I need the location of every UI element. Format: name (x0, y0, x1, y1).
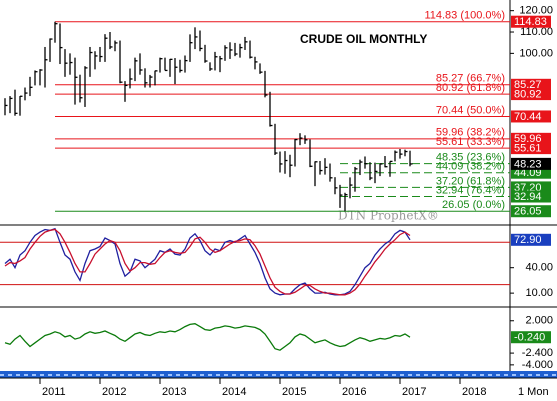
series-line (4, 228, 411, 296)
y-tick-label: 100.00 (519, 47, 553, 59)
value-tag (511, 142, 551, 155)
retracement-label: 44.09 (38.2%) (436, 161, 505, 173)
period-label: 1 Mon (518, 386, 549, 398)
x-tick-label: 2017 (402, 386, 426, 398)
retracement-label: 70.44 (50.0%) (436, 104, 505, 116)
x-tick-label: 2014 (222, 386, 246, 398)
y-tick-label: 2.000 (525, 315, 553, 327)
series-line (4, 323, 411, 351)
value-tag-label: 114.83 (514, 16, 547, 28)
x-tick-label: 2016 (342, 386, 366, 398)
retracement-label: 37.20 (61.8%) (436, 175, 505, 187)
y-tick-label: 110.00 (520, 26, 553, 38)
x-tick-label: 2012 (102, 386, 126, 398)
value-tag-label: 72.90 (514, 234, 542, 246)
retracement-label: 55.61 (33.3%) (436, 136, 505, 148)
value-tag (511, 205, 551, 218)
value-tag (511, 181, 551, 194)
y-tick-label: -2.400 (522, 347, 553, 359)
value-tag (511, 88, 551, 101)
value-tag-label: 70.44 (514, 111, 542, 123)
value-tag (511, 110, 551, 123)
value-tag (511, 132, 551, 145)
retracement-label: 80.92 (61.8%) (436, 82, 505, 94)
x-tick-label: 2018 (462, 386, 486, 398)
y-tick-label: -4.000 (522, 359, 553, 371)
value-tag-label: 26.05 (514, 206, 542, 218)
value-tag-label: -0.240 (514, 332, 545, 344)
value-tag-label: 80.92 (514, 89, 542, 101)
value-tag (511, 233, 551, 246)
value-tag (511, 331, 551, 344)
retracement-label: 59.96 (38.2%) (436, 127, 505, 139)
x-tick-label: 2011 (42, 386, 66, 398)
y-tick-label: 40.00 (525, 262, 553, 274)
y-tick-label: 10.00 (525, 287, 553, 299)
value-tag-label: 48.23 (514, 158, 542, 170)
retracement-label: 32.94 (76.4%) (436, 184, 505, 196)
time-strip (0, 371, 557, 378)
value-tag-label: 55.61 (514, 143, 542, 155)
value-tag-label: 32.94 (514, 191, 542, 203)
watermark: DTN ProphetX® (338, 209, 439, 223)
retracement-label: 85.27 (66.7%) (436, 73, 505, 85)
x-tick-label: 2015 (282, 386, 306, 398)
value-tag (511, 157, 551, 170)
retracement-label: 48.35 (23.6%) (436, 152, 505, 164)
retracement-label: 26.05 (0.0%) (442, 199, 505, 211)
value-tag (511, 190, 551, 203)
y-tick-label: 120.00 (519, 5, 553, 17)
value-tag (511, 15, 551, 28)
value-tag (511, 78, 551, 91)
retracement-label: 114.83 (100.0%) (424, 10, 505, 22)
value-tag-label: 44.09 (514, 167, 542, 179)
chart-title: CRUDE OIL MONTHLY (300, 32, 427, 46)
x-tick-label: 2013 (162, 386, 186, 398)
